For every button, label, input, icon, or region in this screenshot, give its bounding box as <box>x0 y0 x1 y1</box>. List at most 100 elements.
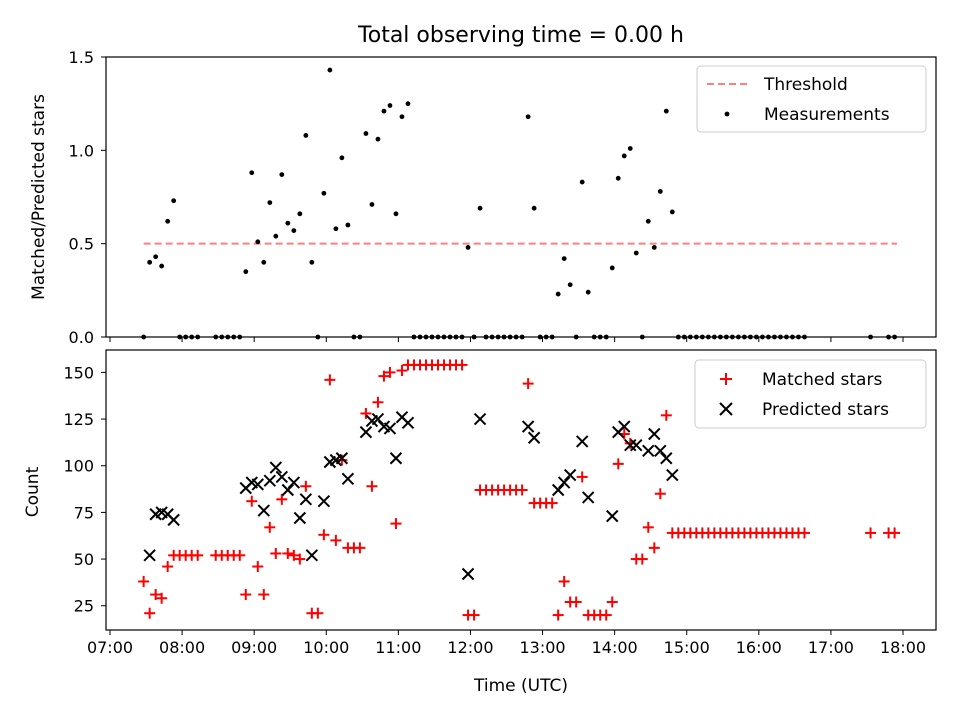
ratio-ytick-label: 1.5 <box>69 48 94 67</box>
count-panel-xticks: 07:00 08:00 09:00 10:00 11:00 12:00 13:00 14:00… <box>87 630 926 657</box>
matched-star-point <box>150 589 162 601</box>
measurement-point <box>663 108 669 114</box>
matched-star-point <box>138 575 150 587</box>
matched-star-point <box>606 596 618 608</box>
matched-star-point <box>312 607 324 619</box>
measurement-point <box>555 291 561 297</box>
predicted-legend-label: Predicted stars <box>762 400 889 420</box>
predicted-star-point <box>654 444 667 458</box>
predicted-star-point <box>630 438 643 452</box>
threshold-legend-label: Threshold <box>763 75 848 95</box>
measurement-point <box>669 209 675 215</box>
matched-star-point <box>264 521 276 533</box>
predicted-star-point <box>305 549 319 562</box>
measurement-point <box>171 198 177 204</box>
ratio-legend-box <box>696 65 927 133</box>
matched-star-point <box>270 547 282 559</box>
matched-star-point <box>282 547 294 559</box>
count-xtick-label: 08:00 <box>159 638 205 657</box>
ratio-panel: Total observing time = 0.00 h Matched/Pr… <box>29 23 937 347</box>
predicted-star-point <box>527 431 541 444</box>
matched-star-point <box>162 561 174 573</box>
predicted-star-point <box>167 513 180 527</box>
measurement-point <box>609 265 615 271</box>
measurements-legend-label: Measurements <box>764 105 890 125</box>
count-xtick-label: 12:00 <box>447 638 493 657</box>
measurement-point <box>327 67 333 73</box>
matched-star-point <box>798 527 810 539</box>
matched-star-point <box>642 521 654 533</box>
matched-star-point <box>144 607 156 619</box>
count-xtick-label: 09:00 <box>231 638 277 657</box>
measurement-point <box>165 218 171 224</box>
predicted-star-point <box>257 504 271 517</box>
count-ytick-label: 150 <box>63 363 94 382</box>
predicted-star-point <box>473 412 487 426</box>
measurement-point <box>333 226 339 232</box>
measurement-point <box>321 190 327 196</box>
predicted-star-point <box>299 493 313 506</box>
measurement-point <box>255 239 261 245</box>
measurement-point <box>531 205 537 211</box>
measurement-point <box>243 269 249 275</box>
matched-star-point <box>288 549 300 561</box>
ratio-panel-ylabel: Matched/Predicted stars <box>29 94 49 300</box>
measurement-point <box>249 170 255 176</box>
predicted-star-point <box>575 435 589 448</box>
matched-star-point <box>294 553 306 565</box>
measurement-point <box>561 256 567 261</box>
ratio-panel-marks <box>141 67 897 340</box>
matched-star-point <box>336 454 348 466</box>
matched-star-point <box>654 488 666 500</box>
matched-star-point <box>384 366 396 378</box>
predicted-star-point <box>383 422 397 435</box>
matched-star-point <box>372 396 384 408</box>
count-xtick-label: 10:00 <box>303 638 349 657</box>
ratio-panel-legend: Threshold Measurements <box>696 65 927 133</box>
count-ytick-label: 50 <box>74 550 94 569</box>
matched-star-point <box>636 553 648 565</box>
measurement-point <box>405 101 411 107</box>
predicted-star-point <box>275 470 289 484</box>
measurement-point <box>567 282 573 288</box>
matched-star-point <box>258 589 270 601</box>
count-xtick-label: 14:00 <box>592 638 638 657</box>
matched-star-point <box>648 542 660 554</box>
matched-star-point <box>324 374 336 386</box>
count-panel: Count Time (UTC) 07:00 08:00 09:00 10:00 11:… <box>23 349 937 696</box>
count-xtick-label: 16:00 <box>736 638 782 657</box>
measurement-point <box>309 259 315 265</box>
measurement-point <box>303 133 309 138</box>
matched-star-point <box>366 480 378 492</box>
ratio-panel-xticks <box>109 337 904 342</box>
matched-star-point <box>552 609 564 621</box>
matched-star-point <box>516 484 528 496</box>
predicted-star-point <box>563 468 577 482</box>
matched-star-point <box>576 471 588 483</box>
predicted-legend-swatch <box>719 402 733 416</box>
matched-star-point <box>360 407 372 419</box>
predicted-star-point <box>251 478 264 491</box>
measurement-point <box>651 245 657 250</box>
matched-legend-swatch <box>720 373 732 385</box>
matched-star-point <box>246 495 258 507</box>
ratio-panel-frame <box>105 56 937 338</box>
predicted-star-point <box>371 412 385 426</box>
ratio-panel-yticks: 0.0 0.5 1.0 1.5 <box>69 48 106 347</box>
matched-star-point <box>240 589 252 601</box>
count-xtick-label: 11:00 <box>375 638 421 657</box>
predicted-star-point <box>648 427 661 441</box>
measurement-point <box>477 205 483 211</box>
matched-star-point <box>276 493 288 505</box>
predicted-star-point <box>660 452 673 465</box>
matched-star-point <box>612 458 624 470</box>
count-panel-xlabel: Time (UTC) <box>473 676 568 696</box>
measurement-point <box>363 131 369 136</box>
count-legend-box <box>694 359 927 429</box>
predicted-star-point <box>401 416 415 430</box>
measurement-point <box>525 114 531 120</box>
measurement-point <box>387 103 393 108</box>
predicted-star-point <box>359 425 373 439</box>
measurement-point <box>369 202 375 207</box>
